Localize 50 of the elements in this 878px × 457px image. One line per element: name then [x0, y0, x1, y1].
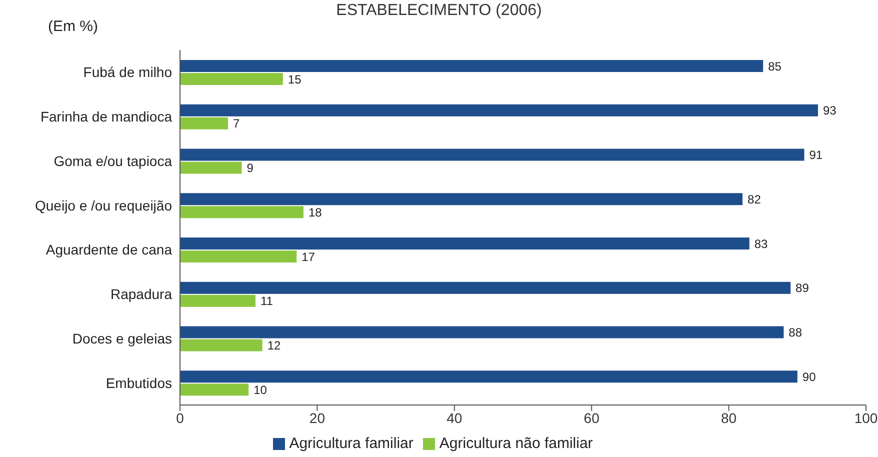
data-label: 85 — [768, 59, 782, 74]
bar — [180, 193, 743, 206]
data-label: 7 — [233, 116, 240, 131]
y-tick-label: Goma e/ou tapioca — [54, 152, 172, 169]
y-tick-label: Aguardente de cana — [46, 242, 172, 258]
data-label: 9 — [246, 161, 254, 176]
y-tick-label: Farinha de mandioca — [40, 108, 172, 125]
bar — [180, 73, 283, 85]
bar — [180, 162, 242, 174]
legend-label: Agricultura familiar — [289, 435, 414, 452]
x-tick-label: 100 — [854, 410, 878, 426]
data-label: 18 — [308, 205, 322, 220]
y-tick-label: Rapadura — [110, 286, 172, 302]
data-label: 93 — [822, 104, 837, 118]
bar — [180, 60, 764, 72]
chart-title: ESTABELECIMENTO (2006) — [336, 2, 542, 19]
bar — [180, 206, 304, 218]
data-label: 83 — [754, 236, 768, 251]
x-tick-label: 0 — [176, 410, 184, 426]
bar — [180, 250, 297, 262]
data-label: 11 — [260, 294, 274, 308]
bar — [180, 104, 818, 116]
y-tick-label: Fubá de milho — [83, 64, 172, 80]
bar — [180, 326, 784, 338]
bar — [180, 294, 256, 307]
x-tick-label: 40 — [446, 410, 462, 426]
x-tick-label: 20 — [309, 410, 326, 426]
data-label: 91 — [809, 148, 823, 162]
data-label: 10 — [254, 382, 268, 397]
data-label: 15 — [288, 72, 302, 86]
data-label: 12 — [267, 338, 281, 353]
data-label: 17 — [302, 250, 316, 264]
bar — [180, 370, 798, 383]
bar — [180, 339, 262, 352]
x-tick-label: 80 — [721, 410, 737, 426]
data-label: 82 — [748, 192, 762, 206]
bar — [180, 117, 228, 130]
x-tick-label: 60 — [584, 410, 600, 426]
legend-label: Agricultura não familiar — [439, 435, 593, 452]
data-label: 88 — [788, 326, 802, 340]
bar — [180, 384, 249, 396]
bar — [180, 148, 804, 161]
y-tick-label: Embutidos — [106, 374, 172, 391]
y-axis-title: (Em %) — [48, 18, 98, 35]
y-tick-label: Queijo e /ou requeijão — [35, 197, 172, 214]
bar — [180, 238, 750, 250]
data-label: 89 — [796, 281, 810, 296]
data-label: 90 — [802, 370, 816, 384]
bar — [180, 282, 791, 294]
y-tick-label: Doces e geleias — [72, 330, 172, 346]
